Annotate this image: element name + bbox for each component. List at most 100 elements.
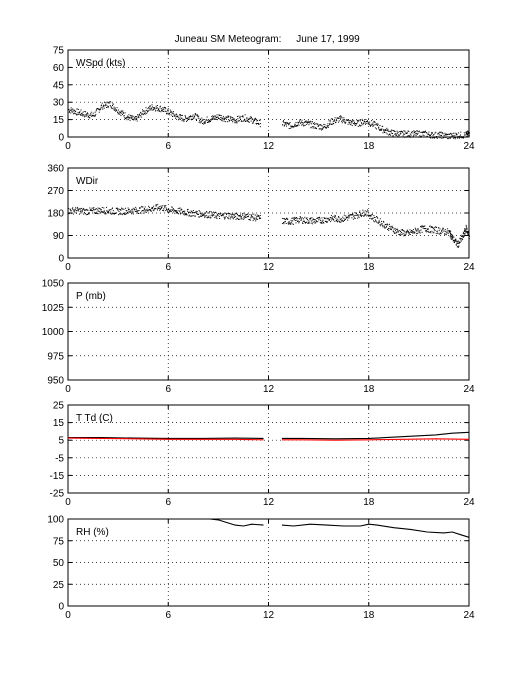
data-point <box>402 131 404 133</box>
data-point <box>445 137 447 139</box>
data-point <box>80 114 82 116</box>
data-point <box>219 213 221 215</box>
data-point <box>345 217 347 219</box>
data-point <box>165 205 167 207</box>
data-point <box>107 210 109 212</box>
data-point <box>92 112 94 114</box>
data-point <box>314 122 316 124</box>
data-point <box>253 118 255 120</box>
data-point <box>320 222 322 224</box>
data-point <box>344 220 346 221</box>
data-point <box>95 209 97 210</box>
data-point <box>425 130 426 132</box>
data-point <box>464 228 466 230</box>
data-point <box>325 220 327 222</box>
data-point <box>371 213 373 215</box>
data-point <box>92 207 94 209</box>
data-point <box>102 212 104 214</box>
data-point <box>120 209 121 211</box>
data-point <box>396 130 398 132</box>
data-point <box>333 216 335 218</box>
data-point <box>180 114 182 116</box>
data-point <box>389 226 391 228</box>
data-point <box>195 211 197 213</box>
x-tick-label: 0 <box>65 262 71 273</box>
data-point <box>403 235 405 237</box>
data-point <box>194 114 196 116</box>
data-point <box>311 123 313 125</box>
data-point <box>383 221 385 223</box>
data-point <box>441 230 442 232</box>
data-point <box>204 217 206 219</box>
data-point <box>319 221 321 223</box>
data-point <box>224 118 226 120</box>
data-point <box>150 210 152 212</box>
data-point <box>71 109 72 111</box>
data-point <box>450 233 452 235</box>
data-point <box>200 121 202 123</box>
data-point <box>192 118 194 120</box>
data-point <box>339 115 341 117</box>
data-point <box>249 219 251 221</box>
data-point <box>250 116 252 118</box>
data-point <box>384 129 386 130</box>
data-point <box>469 132 470 134</box>
data-point <box>468 135 470 137</box>
data-point <box>350 123 352 125</box>
data-point <box>232 213 233 215</box>
data-point <box>468 134 470 136</box>
data-point <box>419 131 421 133</box>
data-point <box>314 127 316 129</box>
data-point <box>81 212 83 214</box>
data-point <box>289 222 291 224</box>
data-point <box>107 105 109 107</box>
data-point <box>69 208 71 210</box>
data-point <box>343 217 345 219</box>
data-point <box>434 137 436 139</box>
data-point <box>446 230 448 232</box>
data-point <box>76 212 77 214</box>
data-point <box>429 225 431 227</box>
data-point <box>253 218 255 220</box>
data-point <box>217 214 219 216</box>
y-tick-label: 25 <box>53 580 65 591</box>
data-point <box>85 111 87 113</box>
data-point <box>177 212 178 213</box>
data-point <box>456 243 458 245</box>
data-point <box>109 102 110 104</box>
data-point <box>349 122 351 124</box>
data-point <box>315 222 317 224</box>
data-point <box>389 223 390 225</box>
data-point <box>216 215 218 217</box>
data-point <box>443 136 445 138</box>
data-point <box>183 120 185 122</box>
data-point <box>451 238 453 240</box>
data-point <box>239 117 241 119</box>
data-point <box>242 214 244 216</box>
data-point <box>425 230 426 232</box>
data-point <box>232 218 234 220</box>
data-point <box>311 220 313 222</box>
data-point <box>310 126 312 128</box>
data-point <box>460 131 462 133</box>
data-point <box>208 212 210 214</box>
data-point <box>404 230 406 232</box>
data-point <box>301 119 303 121</box>
data-point <box>175 113 177 115</box>
data-point <box>152 209 154 211</box>
data-point <box>316 220 317 222</box>
data-point <box>411 230 412 231</box>
data-point <box>97 207 99 209</box>
data-point <box>144 206 146 208</box>
data-point <box>258 215 260 217</box>
data-point <box>238 120 240 122</box>
data-point <box>235 120 237 122</box>
data-point <box>304 216 306 218</box>
data-point <box>165 110 167 112</box>
data-point <box>432 232 434 234</box>
data-point <box>381 129 382 131</box>
data-point <box>115 212 117 214</box>
data-point <box>360 125 362 127</box>
data-point <box>207 212 209 214</box>
